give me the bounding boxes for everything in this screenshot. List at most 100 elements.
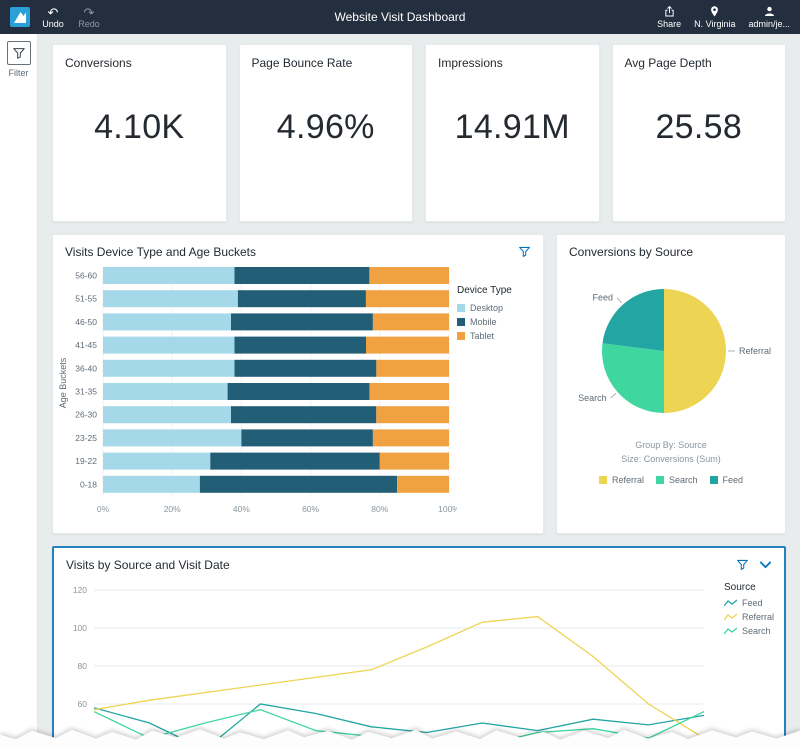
kpi-value: 14.91M	[454, 107, 570, 146]
svg-text:36-40: 36-40	[75, 363, 97, 373]
pie-caption-groupby: Group By: Source	[635, 440, 707, 450]
redo-button[interactable]: ↷ Redo	[76, 6, 102, 29]
svg-text:60%: 60%	[302, 504, 319, 514]
region-button[interactable]: N. Virginia	[694, 5, 735, 29]
filter-tool-button[interactable]	[6, 41, 31, 65]
filter-funnel-icon	[519, 246, 530, 257]
legend-item-tablet[interactable]: Tablet	[457, 331, 537, 341]
share-label: Share	[657, 19, 682, 29]
legend-label: Referral	[741, 612, 774, 622]
quicksight-logo[interactable]	[10, 7, 30, 27]
pie-chart[interactable]: Referral Search Feed	[562, 265, 780, 433]
kpi-title: Page Bounce Rate	[251, 56, 353, 70]
mobile-swatch	[457, 318, 465, 326]
pie-chart-title: Conversions by Source	[569, 245, 694, 259]
user-menu-button[interactable]: admin/je...	[748, 5, 790, 29]
line-chart[interactable]: 120 100 80 60	[54, 574, 784, 749]
legend-item-mobile[interactable]: Mobile	[457, 317, 537, 327]
search-line-marker	[723, 627, 738, 635]
bar-card-filter-button[interactable]	[518, 245, 531, 258]
pie-chart-card[interactable]: Conversions by Source Referral Search Feed…	[556, 234, 786, 534]
legend-item-referral[interactable]: Referral	[598, 475, 644, 485]
pie-chart-legend: Referral Search Feed	[557, 475, 785, 485]
tablet-swatch	[457, 332, 465, 340]
referral-line-marker	[723, 613, 738, 621]
line-chart-card[interactable]: Visits by Source and Visit Date 120 100 80…	[52, 546, 786, 749]
line-chart-legend: Source Feed Referral Search	[723, 582, 774, 640]
bottom-row: Visits by Source and Visit Date 120 100 80…	[52, 546, 786, 749]
pie-caption: Group By: Source Size: Conversions (Sum)	[557, 439, 785, 466]
legend-title: Source	[723, 582, 756, 593]
undo-icon: ↶	[47, 4, 59, 20]
svg-text:20%: 20%	[164, 504, 181, 514]
top-bar: ↶ Undo ↷ Redo Website Visit Dashboard Sh…	[0, 0, 800, 34]
bar-chart-title: Visits Device Type and Age Buckets	[65, 245, 256, 259]
legend-item-desktop[interactable]: Desktop	[457, 303, 537, 313]
svg-text:Referral: Referral	[739, 346, 771, 356]
legend-item-search[interactable]: Search	[723, 626, 774, 636]
filter-label: Filter	[8, 68, 29, 78]
user-icon	[764, 6, 774, 16]
svg-text:40%: 40%	[233, 504, 250, 514]
legend-label: Desktop	[470, 303, 504, 313]
redo-icon: ↷	[83, 4, 95, 20]
search-swatch	[655, 476, 664, 484]
kpi-title: Avg Page Depth	[624, 56, 712, 70]
share-icon	[664, 5, 674, 17]
kpi-card-impressions[interactable]: Impressions 14.91M	[425, 44, 600, 222]
legend-item-search[interactable]: Search	[655, 475, 698, 485]
legend-title: Device Type	[457, 285, 512, 296]
bar-chart-card[interactable]: Visits Device Type and Age Buckets 0% 20%…	[52, 234, 544, 534]
kpi-title: Impressions	[438, 56, 503, 70]
bar-chart-legend: Device Type Desktop Mobile Tablet	[457, 261, 537, 519]
legend-label: Mobile	[470, 317, 497, 327]
svg-text:Search: Search	[578, 393, 607, 403]
svg-text:0-18: 0-18	[80, 479, 97, 489]
redo-label: Redo	[78, 18, 100, 29]
location-pin-icon	[711, 6, 719, 17]
left-sidebar: Filter	[0, 34, 38, 749]
svg-text:51-55: 51-55	[75, 294, 97, 304]
svg-text:0%: 0%	[97, 504, 110, 514]
svg-text:31-35: 31-35	[75, 387, 97, 397]
legend-item-feed[interactable]: Feed	[709, 475, 744, 485]
legend-label: Search	[741, 626, 771, 636]
kpi-card-avg-page-depth[interactable]: Avg Page Depth 25.58	[611, 44, 786, 222]
svg-text:60: 60	[78, 699, 88, 709]
legend-label: Referral	[611, 475, 644, 485]
undo-button[interactable]: ↶ Undo	[40, 6, 66, 29]
kpi-card-page-bounce-rate[interactable]: Page Bounce Rate 4.96%	[238, 44, 413, 222]
desktop-swatch	[457, 304, 465, 312]
feed-swatch	[709, 476, 718, 484]
svg-text:23-25: 23-25	[75, 433, 97, 443]
kpi-value: 4.10K	[94, 107, 185, 146]
dashboard-canvas: Conversions 4.10K Page Bounce Rate 4.96%…	[38, 34, 800, 749]
svg-text:41-45: 41-45	[75, 340, 97, 350]
filter-funnel-icon	[737, 559, 748, 570]
svg-text:Feed: Feed	[592, 293, 613, 303]
legend-item-feed[interactable]: Feed	[723, 598, 774, 608]
chevron-down-icon	[759, 561, 772, 569]
stacked-bar-chart[interactable]: 0% 20% 40% 60% 80% 100% 56-60 51-55 46-50 41-45 36…	[57, 261, 457, 519]
kpi-title: Conversions	[65, 56, 132, 70]
share-button[interactable]: Share	[657, 5, 681, 29]
svg-text:19-22: 19-22	[75, 456, 97, 466]
kpi-row: Conversions 4.10K Page Bounce Rate 4.96%…	[52, 44, 786, 222]
svg-text:120: 120	[73, 585, 87, 595]
svg-text:46-50: 46-50	[75, 317, 97, 327]
legend-item-referral[interactable]: Referral	[723, 612, 774, 622]
kpi-value: 25.58	[655, 107, 743, 146]
svg-text:56-60: 56-60	[75, 271, 97, 281]
svg-text:80%: 80%	[371, 504, 388, 514]
line-card-menu-button[interactable]	[759, 558, 772, 571]
feed-line-marker	[723, 599, 738, 607]
svg-text:100%: 100%	[438, 504, 457, 514]
line-card-filter-button[interactable]	[736, 558, 749, 571]
region-label: N. Virginia	[694, 19, 736, 29]
kpi-card-conversions[interactable]: Conversions 4.10K	[52, 44, 227, 222]
legend-label: Feed	[741, 598, 763, 608]
undo-label: Undo	[42, 18, 64, 29]
svg-text:100: 100	[73, 623, 87, 633]
legend-label: Feed	[722, 475, 744, 485]
svg-text:80: 80	[78, 661, 88, 671]
